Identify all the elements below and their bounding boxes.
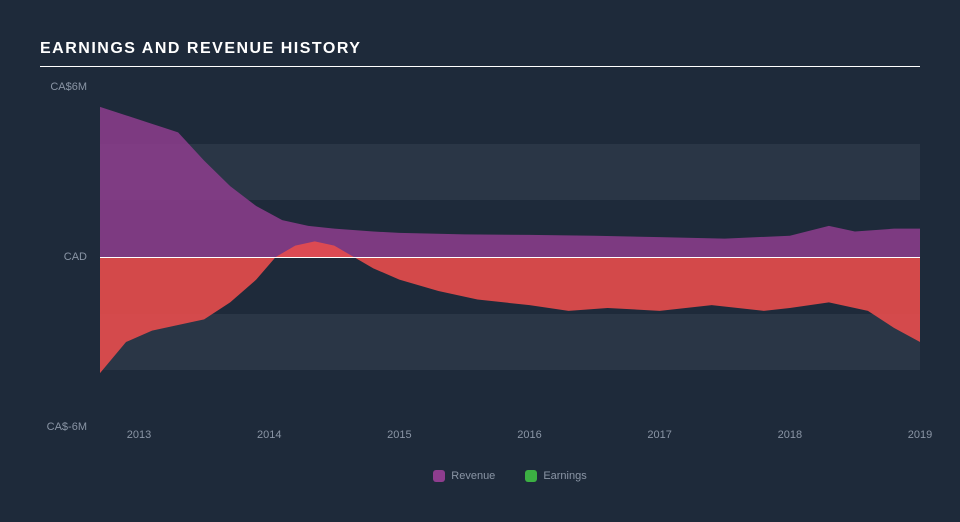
earnings-negative-area bbox=[100, 241, 920, 373]
chart-title: EARNINGS AND REVENUE HISTORY bbox=[40, 40, 920, 58]
y-axis-label: CAD bbox=[64, 251, 87, 263]
y-axis-labels: CA$6MCADCA$-6M bbox=[40, 87, 95, 427]
x-axis-label: 2013 bbox=[127, 429, 151, 441]
x-axis-label: 2019 bbox=[908, 429, 932, 441]
x-axis-labels: 2013201420152016201720182019 bbox=[100, 429, 920, 449]
y-axis-label: CA$6M bbox=[50, 81, 87, 93]
x-axis-label: 2016 bbox=[517, 429, 541, 441]
zero-line bbox=[100, 257, 920, 258]
x-axis-label: 2014 bbox=[257, 429, 281, 441]
legend-swatch bbox=[525, 470, 537, 482]
x-axis-label: 2017 bbox=[647, 429, 671, 441]
plot-area: CA$6MCADCA$-6M 2013201420152016201720182… bbox=[100, 87, 920, 427]
legend-item: Revenue bbox=[433, 470, 495, 482]
title-underline bbox=[40, 66, 920, 67]
legend-item: Earnings bbox=[525, 470, 586, 482]
chart-container: EARNINGS AND REVENUE HISTORY CA$6MCADCA$… bbox=[40, 40, 920, 482]
x-axis-label: 2015 bbox=[387, 429, 411, 441]
revenue-area bbox=[100, 107, 920, 257]
legend: Revenue Earnings bbox=[100, 470, 920, 482]
x-axis-label: 2018 bbox=[778, 429, 802, 441]
legend-swatch bbox=[433, 470, 445, 482]
legend-label: Earnings bbox=[543, 470, 586, 482]
legend-label: Revenue bbox=[451, 470, 495, 482]
y-axis-label: CA$-6M bbox=[47, 421, 87, 433]
